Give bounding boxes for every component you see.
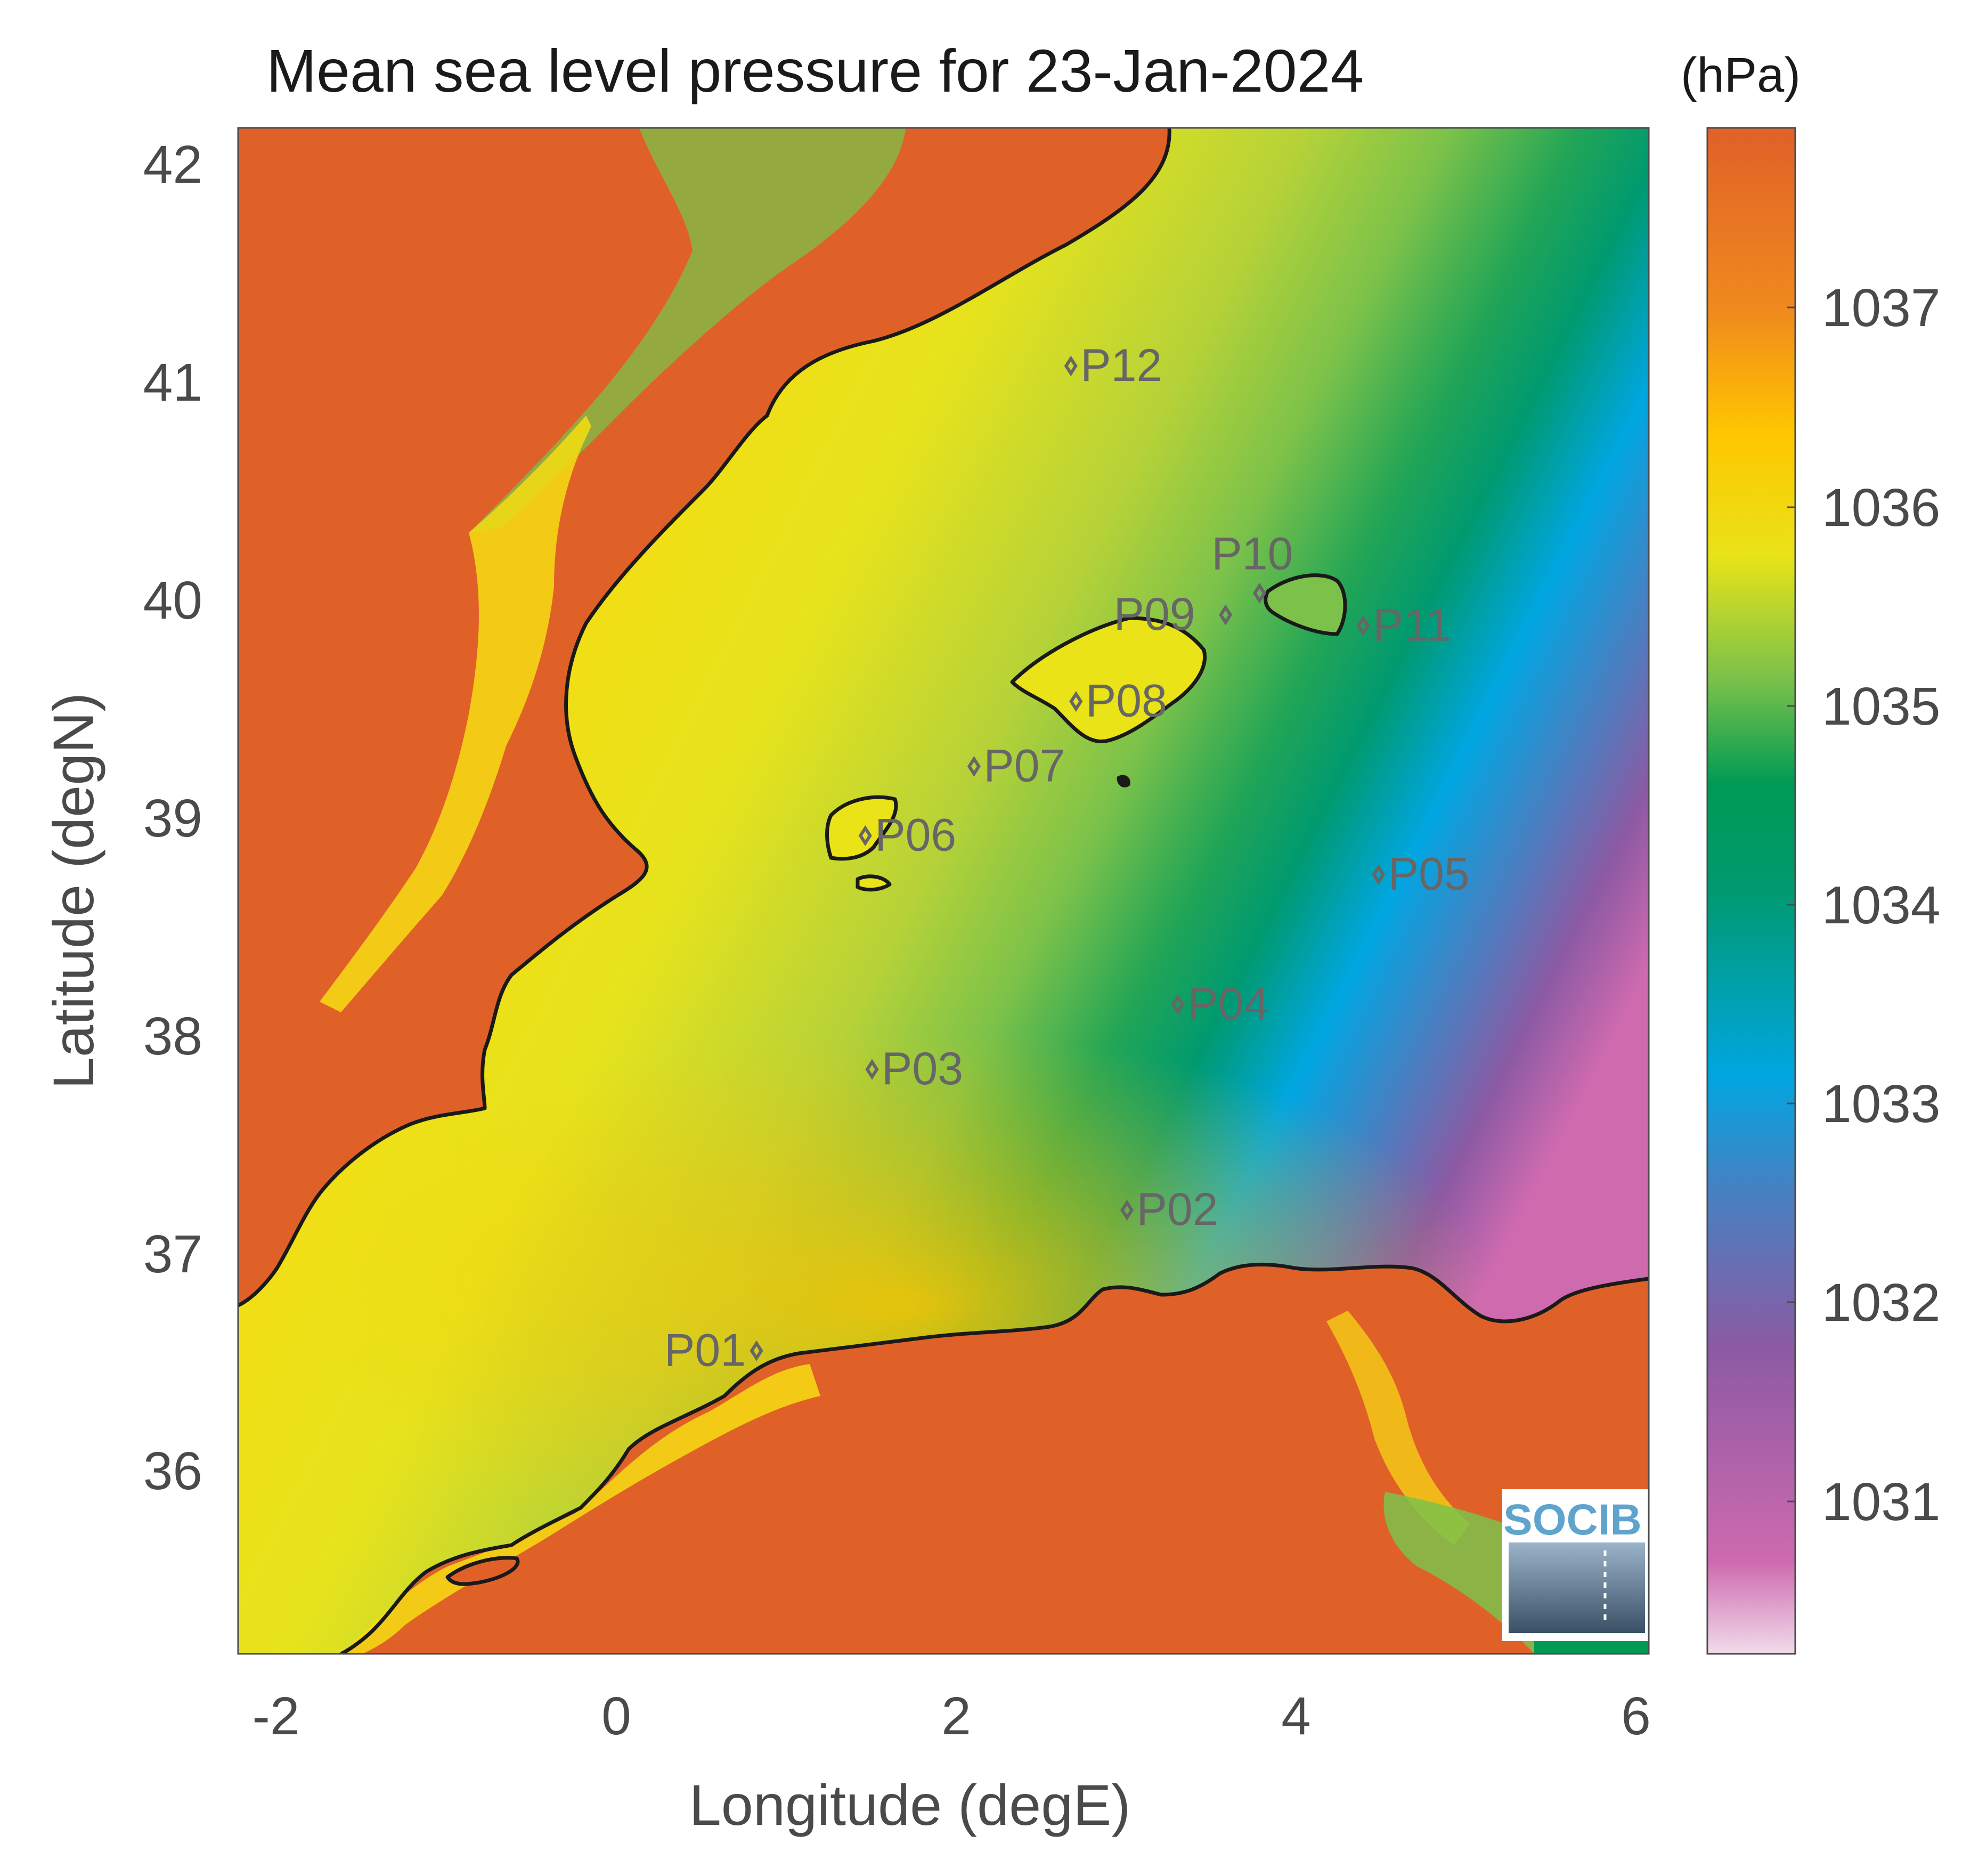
socib-logo-text: SOCIB	[1503, 1496, 1642, 1544]
station-marker-p09	[1219, 604, 1233, 626]
alboran-island	[445, 1556, 520, 1586]
map-title: Mean sea level pressure for 23-Jan-2024	[266, 37, 1364, 104]
station-marker-p12	[1064, 355, 1078, 377]
colorbar-tick-label: 1035	[1822, 677, 1940, 736]
colorbar-ticks	[1787, 306, 1795, 1503]
y-axis-label: Latitude (degN)	[41, 693, 105, 1089]
ibiza-coastline	[825, 795, 898, 861]
x-axis-label: Longitude (degE)	[689, 1773, 1131, 1837]
station-marker-p06	[858, 825, 872, 846]
station-marker-p04	[1171, 994, 1185, 1015]
map-plot: SOCIB	[238, 128, 1649, 1654]
colorbar-gradient	[1706, 127, 1796, 1655]
x-tick-label: 6	[1621, 1686, 1651, 1746]
formentera-coastline	[856, 874, 892, 892]
station-label-p09: P09	[1114, 589, 1195, 640]
coastlines	[238, 128, 1649, 1654]
map-frame	[237, 127, 1650, 1655]
x-tick-label: 2	[941, 1686, 971, 1746]
station-marker-p02	[1120, 1199, 1134, 1221]
station-label-p08: P08	[1086, 676, 1167, 727]
y-tick-label: 36	[143, 1441, 202, 1501]
station-label-p07: P07	[983, 740, 1065, 791]
africa-land	[238, 1264, 1649, 1654]
station-markers: P01 P02 P03 P04 P05 P06 P07 P08 P09 P10 P11 P12	[664, 340, 1470, 1376]
colorbar-tick-label: 1033	[1822, 1074, 1940, 1134]
x-tick-label: 4	[1281, 1686, 1311, 1746]
station-label-p03: P03	[882, 1043, 963, 1094]
iberia-land	[238, 128, 1170, 1305]
station-label-p06: P06	[875, 809, 956, 860]
station-marker-p03	[865, 1059, 879, 1080]
station-label-p04: P04	[1187, 978, 1269, 1029]
iberia-coastline	[238, 128, 1171, 1307]
menorca-coastline	[1264, 573, 1347, 636]
colorbar-units: (hPa)	[1681, 48, 1801, 102]
y-tick-label: 39	[143, 789, 202, 848]
y-tick-label: 38	[143, 1006, 202, 1066]
y-tick-label: 40	[143, 571, 202, 630]
colorbar-tick-label: 1037	[1822, 278, 1940, 338]
mallorca-coastline	[1010, 616, 1207, 743]
station-label-p05: P05	[1388, 849, 1470, 900]
colorbar-tick-label: 1036	[1822, 478, 1940, 538]
cabrera-coastline	[1117, 775, 1130, 787]
station-label-p01: P01	[664, 1325, 746, 1376]
station-marker-p10	[1252, 582, 1266, 604]
y-tick-label: 41	[143, 353, 202, 412]
colorbar-tick-label: 1034	[1822, 875, 1940, 935]
station-label-p10: P10	[1211, 528, 1293, 579]
africa-interior-band	[1326, 1311, 1470, 1545]
station-marker-p08	[1069, 691, 1083, 712]
y-tick-label: 37	[143, 1224, 202, 1284]
y-axis: 36 37 38 39 40 41 42 Latitude (degN)	[41, 135, 202, 1501]
y-tick-label: 42	[143, 135, 202, 194]
colorbar: 1031 1032 1033 1034 1035 1036 1037	[1706, 127, 1940, 1655]
station-label-p02: P02	[1137, 1184, 1218, 1235]
station-label-p12: P12	[1080, 340, 1162, 391]
iberia-coast-yellow	[320, 416, 591, 1012]
station-marker-p01	[750, 1340, 763, 1361]
x-tick-label: -2	[253, 1686, 300, 1746]
africa-coastline	[340, 1262, 1649, 1654]
station-marker-p05	[1372, 864, 1386, 886]
socib-logo: SOCIB	[1502, 1489, 1649, 1641]
colorbar-tick-label: 1031	[1822, 1472, 1940, 1532]
x-tick-label: 0	[601, 1686, 631, 1746]
station-label-p11: P11	[1373, 599, 1451, 651]
x-axis: -2 0 2 4 6 Longitude (degE)	[253, 1686, 1651, 1837]
colorbar-tick-label: 1032	[1822, 1273, 1940, 1333]
station-marker-p07	[967, 756, 981, 777]
station-marker-p11	[1356, 615, 1370, 636]
